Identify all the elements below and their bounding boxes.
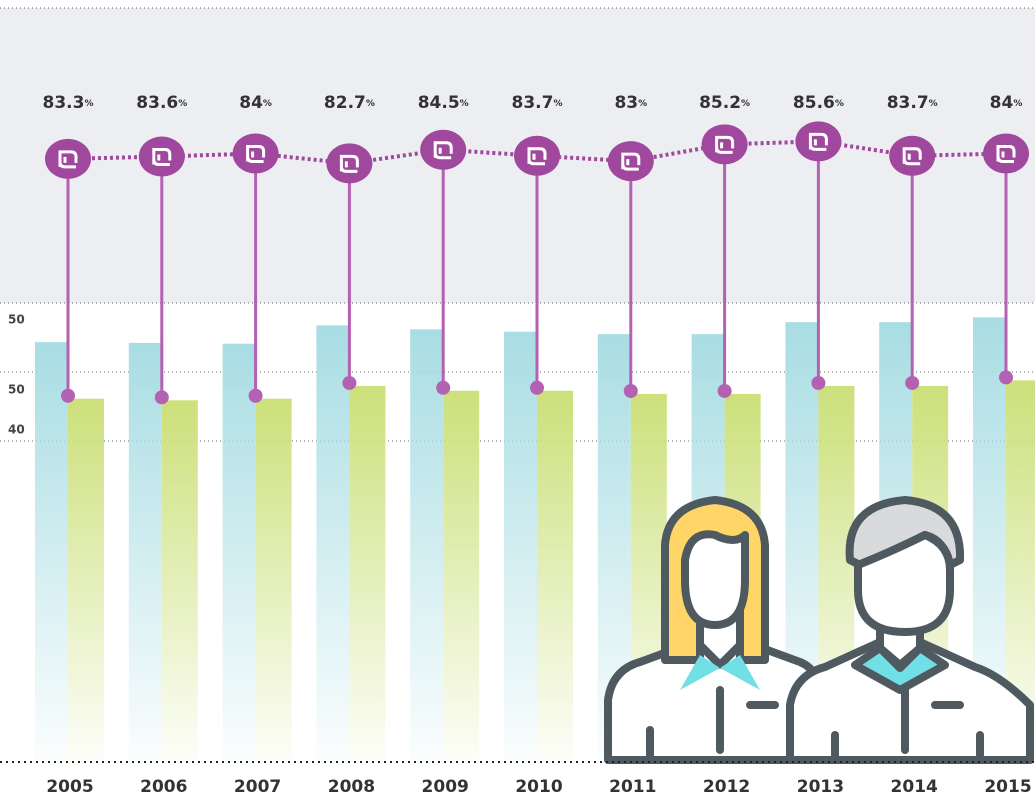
- bar: [504, 332, 537, 760]
- value: 85.2: [699, 93, 741, 113]
- bar: [316, 325, 349, 760]
- value: 83.6: [136, 93, 178, 113]
- x-tick-label: 2006: [140, 777, 187, 797]
- x-tick-label: 2011: [609, 777, 656, 797]
- stem-dot: [811, 376, 825, 390]
- point: [702, 124, 748, 164]
- stem-dot: [530, 381, 544, 395]
- value: 83.7: [512, 93, 554, 113]
- bar: [223, 344, 256, 760]
- x-tick-label: 2015: [984, 777, 1031, 797]
- bar: [349, 386, 385, 760]
- x-tick-label: 2007: [234, 777, 281, 797]
- bar: [68, 399, 104, 760]
- bar: [410, 329, 443, 760]
- y-label: 40: [8, 423, 25, 437]
- stem-dot: [624, 384, 638, 398]
- bar: [443, 391, 479, 760]
- unit: %: [263, 99, 272, 109]
- x-tick-label: 2009: [422, 777, 469, 797]
- bar: [129, 343, 162, 760]
- x-tick-label: 2014: [891, 777, 938, 797]
- bar: [256, 399, 292, 760]
- stem-dot: [61, 389, 75, 403]
- value: 84: [239, 93, 263, 113]
- unit: %: [553, 99, 562, 109]
- point: [983, 134, 1029, 174]
- unit: %: [460, 99, 469, 109]
- bar: [162, 400, 198, 760]
- x-tick-label: 2010: [515, 777, 562, 797]
- unit: %: [366, 99, 375, 109]
- point: [608, 141, 654, 181]
- unit: %: [638, 99, 647, 109]
- stem-dot: [249, 389, 263, 403]
- unit: %: [1013, 99, 1022, 109]
- unit: %: [835, 99, 844, 109]
- x-tick-label: 2008: [328, 777, 375, 797]
- x-tick-label: 2005: [46, 777, 93, 797]
- point: [514, 136, 560, 176]
- stem-dot: [436, 381, 450, 395]
- stem-dot: [342, 376, 356, 390]
- stem-dot: [718, 384, 732, 398]
- point: [889, 136, 935, 176]
- y-label: 50: [8, 313, 25, 327]
- stem-dot: [155, 390, 169, 404]
- x-tick-label: 2012: [703, 777, 750, 797]
- point: [233, 134, 279, 174]
- value: 84: [990, 93, 1014, 113]
- point: [795, 121, 841, 161]
- x-tick-label: 2013: [797, 777, 844, 797]
- bar: [35, 342, 68, 760]
- y-label: 50: [8, 383, 25, 397]
- value: 84.5: [418, 93, 460, 113]
- value: 83.3: [43, 93, 85, 113]
- value: 82.7: [324, 93, 366, 113]
- bar: [537, 391, 573, 760]
- unit: %: [741, 99, 750, 109]
- point: [45, 139, 91, 179]
- point: [420, 130, 466, 170]
- stem-dot: [905, 376, 919, 390]
- point: [139, 137, 185, 177]
- value: 85.6: [793, 93, 835, 113]
- value: 83.7: [887, 93, 929, 113]
- chart: 50 50 40 83.3%83.6%84%82.7%84.5%83.7%83%…: [0, 0, 1035, 804]
- value: 83: [614, 93, 638, 113]
- unit: %: [178, 99, 187, 109]
- unit: %: [929, 99, 938, 109]
- stem-dot: [999, 370, 1013, 384]
- point: [326, 143, 372, 183]
- unit: %: [84, 99, 93, 109]
